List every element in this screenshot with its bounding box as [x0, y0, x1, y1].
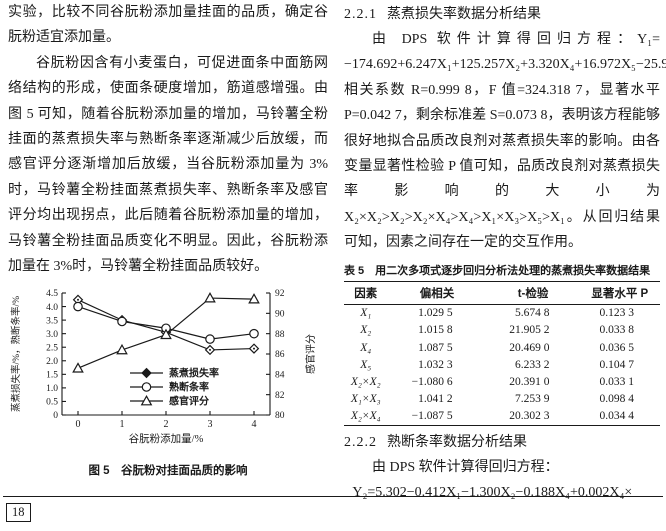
table-row: X₂×X₂ −1.080 6 20.391 0 0.033 1 [350, 376, 634, 388]
section-number: 2.2.2 [344, 434, 377, 450]
table-row: X₁×X₃ 1.041 2 7.253 9 0.098 4 [350, 393, 634, 406]
section-heading-221: 2.2.1 蒸煮损失率数据分析结果 [344, 2, 660, 27]
svg-text:84: 84 [275, 371, 285, 381]
table-row: X₅ 1.032 3 6.233 2 0.104 7 [360, 358, 634, 371]
svg-text:2: 2 [164, 419, 169, 430]
svg-text:2.0: 2.0 [46, 357, 58, 367]
svg-text:1.5: 1.5 [46, 371, 58, 381]
section-number: 2.2.1 [344, 7, 377, 22]
section-title: 蒸煮损失率数据分析结果 [387, 7, 541, 22]
svg-text:82: 82 [275, 391, 285, 401]
col-header-t-test: t-检验 [517, 287, 549, 300]
right-column: 2.2.1 蒸煮损失率数据分析结果 由 DPS 软件计算得回归方程：Y₁= −17… [344, 0, 666, 505]
legend-item [130, 368, 163, 379]
legend-item [130, 382, 163, 393]
svg-text:3.0: 3.0 [46, 330, 58, 340]
table-5: 因素 偏相关 t-检验 显著水平 P X₁ 1.029 5 5.674 8 0.… [344, 281, 660, 426]
right-y-axis-label: 感官评分 [304, 334, 317, 374]
series-triangle [72, 292, 260, 374]
regression-equation-y2: Y₂=5.302−0.412X₁−1.300X₂−0.188X₄+0.002X₄… [352, 484, 633, 500]
col-header-partial-corr: 偏相关 [419, 287, 455, 300]
svg-text:4.5: 4.5 [46, 290, 58, 300]
regression-paragraph-1: 由 DPS 软件计算得回归方程：Y₁= −174.692+6.247X₁+125… [344, 32, 666, 251]
svg-text:4.0: 4.0 [46, 303, 58, 313]
svg-text:2.5: 2.5 [46, 344, 58, 354]
line-chart: 0 0.5 1.0 1.5 2.0 2.5 3.0 3.5 4.0 4.5 80 82 84 86 88 90… [10, 290, 317, 446]
svg-text:3: 3 [208, 419, 213, 430]
footer-rule [3, 496, 663, 497]
table-row: X₂ 1.015 8 21.905 2 0.033 8 [360, 324, 634, 337]
col-header-factor: 因素 [354, 287, 378, 300]
svg-text:0: 0 [53, 412, 58, 422]
svg-text:88: 88 [275, 330, 285, 340]
table-body: X₁ 1.029 5 5.674 8 0.123 3 X₂ 1.015 8 21… [344, 304, 660, 426]
svg-text:0: 0 [76, 419, 81, 430]
legend-label: 蒸煮损失率 [169, 367, 219, 380]
regression-intro-line: 由 DPS 软件计算得回归方程： [372, 459, 559, 475]
figure-caption: 图 5 谷朊粉对挂面品质的影响 [88, 465, 248, 478]
svg-text:1: 1 [120, 419, 125, 430]
col-header-sig-p: 显著水平 P [591, 287, 649, 300]
svg-text:1.0: 1.0 [46, 385, 58, 395]
svg-text:4: 4 [252, 419, 257, 430]
x-axis-label: 谷朊粉添加量/% [129, 432, 204, 445]
legend-label: 熟断条率 [169, 381, 209, 394]
series-circle [73, 302, 259, 345]
table-row: X₄ 1.087 5 20.469 0 0.036 5 [360, 341, 634, 354]
paragraph-continuation: 实验，比较不同谷朊粉添加量挂面的品质，确定谷朊粉适宜添加量。 [8, 5, 328, 46]
svg-text:80: 80 [275, 412, 285, 422]
svg-text:86: 86 [275, 351, 285, 361]
section-title: 熟断条率数据分析结果 [387, 434, 527, 450]
legend-item [130, 395, 163, 406]
axes [61, 292, 271, 417]
table-caption: 表 5 用二次多项式逐步回归分析法处理的蒸煮损失率数据结果 [344, 264, 651, 277]
table-header: 因素 偏相关 t-检验 显著水平 P [344, 281, 660, 305]
svg-text:0.5: 0.5 [46, 398, 58, 408]
page-number: 18 [6, 503, 31, 522]
left-column: 实验，比较不同谷朊粉添加量挂面的品质，确定谷朊粉适宜添加量。 谷朊粉因含有小麦蛋… [8, 0, 328, 478]
paragraph-discussion: 谷朊粉因含有小麦蛋白，可促进面条中面筋网络结构的形成，使面条硬度增加，筋道感增强… [8, 55, 328, 275]
svg-text:92: 92 [275, 290, 285, 300]
svg-text:3.5: 3.5 [46, 317, 58, 327]
figure-5: 0 0.5 1.0 1.5 2.0 2.5 3.0 3.5 4.0 4.5 80 82 84 86 88 90… [8, 283, 328, 478]
table-header-row: 因素 偏相关 t-检验 显著水平 P [344, 281, 660, 305]
legend-label: 感官评分 [169, 395, 209, 408]
table-row: X₁ 1.029 5 5.674 8 0.123 3 [360, 307, 634, 320]
table-row: X₂×X₄ −1.087 5 20.302 3 0.034 4 [344, 408, 660, 426]
svg-text:90: 90 [275, 310, 285, 320]
line-chart-container: 0 0.5 1.0 1.5 2.0 2.5 3.0 3.5 4.0 4.5 80 82 84 86 88 90… [8, 283, 320, 460]
left-y-axis-label: 蒸煮损失率/%，熟断条率/% [10, 296, 22, 412]
section-heading-222: 2.2.2 熟断条率数据分析结果 [344, 430, 660, 455]
